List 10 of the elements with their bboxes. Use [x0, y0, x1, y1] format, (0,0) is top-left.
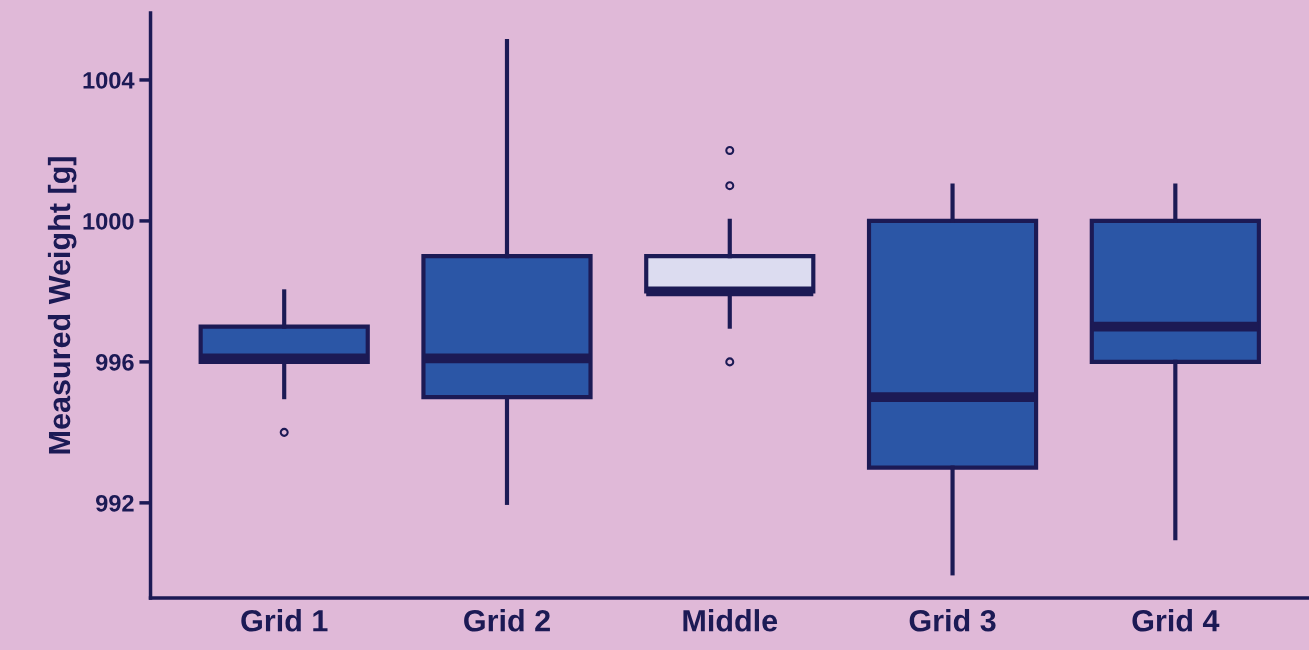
- y-tick-label: 1000: [83, 212, 134, 230]
- x-tick-label: Grid 4: [1132, 609, 1220, 632]
- x-tick-label: Grid 3: [909, 609, 996, 632]
- y-tick-label: 992: [95, 494, 134, 512]
- y-tick-label: 996: [95, 353, 134, 371]
- y-tick-label: 1004: [83, 72, 135, 89]
- x-tick-label: Grid 1: [241, 609, 328, 632]
- x-tick-label: Middle: [683, 609, 778, 632]
- x-tick-label: Grid 2: [464, 609, 550, 632]
- y-axis-title: Measured Weight [g]: [47, 157, 77, 454]
